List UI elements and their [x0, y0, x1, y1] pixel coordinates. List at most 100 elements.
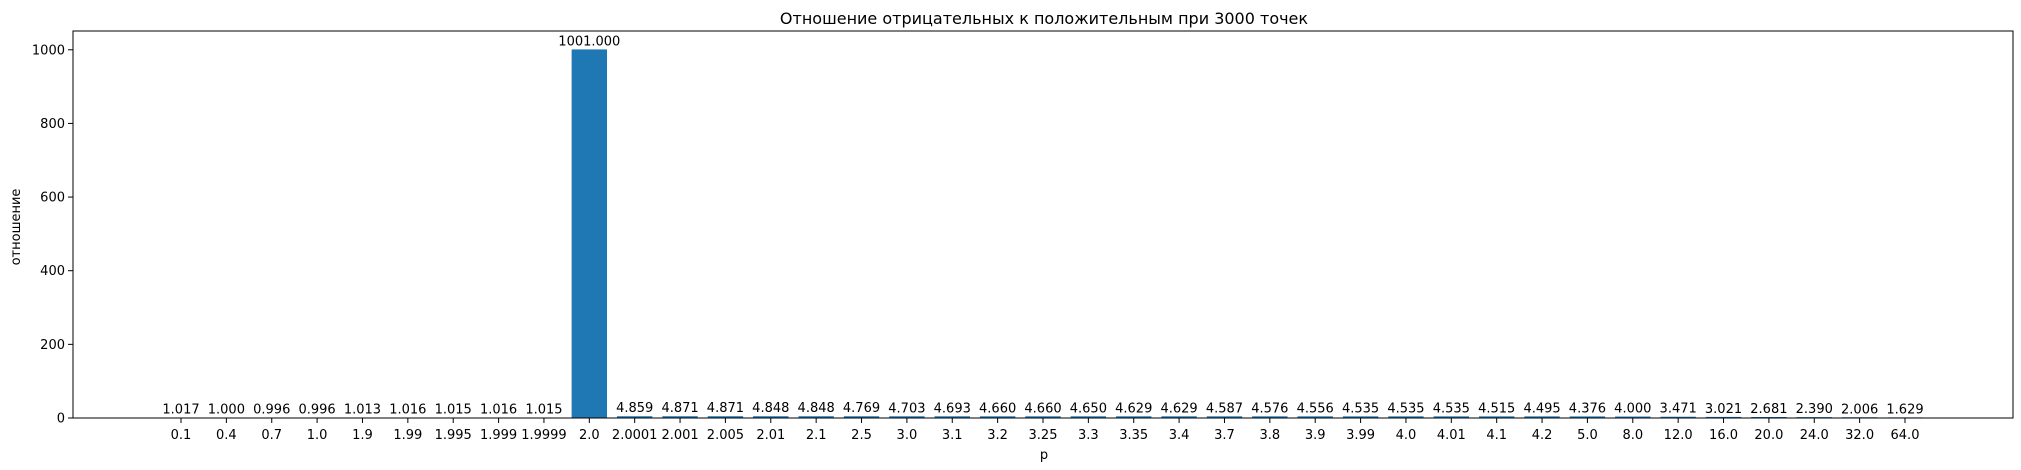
data-label: 2.006: [1841, 402, 1878, 417]
x-tick-label: 2.005: [707, 428, 744, 443]
data-label: 1.013: [344, 403, 381, 418]
y-tick-label: 800: [40, 117, 65, 132]
x-tick-label: 16.0: [1709, 428, 1738, 443]
x-tick-label: 0.7: [261, 428, 282, 443]
data-labels-group: 1.017 1.000 0.996 0.996 1.013 1.016 1.015 1.016…: [162, 34, 1923, 417]
bar-3.7: [1206, 416, 1243, 418]
x-tick-label: 0.4: [216, 428, 237, 443]
data-label: 3.471: [1660, 402, 1697, 417]
x-tick-label: 12.0: [1664, 428, 1693, 443]
data-label: 4.871: [707, 401, 744, 416]
data-label: 4.515: [1478, 401, 1515, 416]
bar-4.0: [1388, 416, 1424, 418]
x-tick-label: 64.0: [1891, 428, 1920, 443]
x-tick-label: 1.999: [480, 428, 517, 443]
data-label: 1.016: [389, 403, 426, 418]
data-label: 4.848: [798, 401, 835, 416]
x-tick-label: 2.5: [851, 428, 872, 443]
bar-4.01: [1433, 416, 1470, 418]
data-label: 2.681: [1750, 402, 1787, 417]
x-tick-label: 3.1: [942, 428, 963, 443]
data-label: 4.576: [1251, 401, 1288, 416]
x-tick-label: 24.0: [1800, 428, 1829, 443]
bar-4.2: [1524, 416, 1560, 418]
x-axis-label: p: [1040, 448, 1048, 463]
data-label: 4.587: [1206, 401, 1243, 416]
bar-2.001: [662, 416, 698, 418]
x-axis-ticks: 0.1 0.4 0.7 1.0 1.9 1.99 1.995 1.999 1.9999 2.0 2.…: [171, 418, 1920, 443]
x-tick-label: 3.7: [1214, 428, 1235, 443]
data-label: 4.848: [752, 401, 789, 416]
bar-3.8: [1252, 416, 1288, 418]
data-label: 2.390: [1796, 402, 1833, 417]
x-tick-label: 4.1: [1486, 428, 1507, 443]
data-label: 0.996: [253, 403, 290, 418]
x-tick-label: 3.99: [1346, 428, 1375, 443]
data-label: 4.000: [1614, 402, 1651, 417]
bar-2.0001: [616, 416, 653, 418]
data-label: 0.996: [298, 403, 335, 418]
bar-2.5: [843, 416, 880, 418]
y-tick-label: 0: [57, 412, 65, 427]
x-tick-label: 32.0: [1845, 428, 1874, 443]
bar-2.005: [707, 416, 744, 418]
y-tick-label: 200: [40, 338, 65, 353]
bar-3.2: [979, 416, 1016, 418]
x-tick-label: 3.3: [1078, 428, 1099, 443]
data-label: 1001.000: [558, 34, 620, 49]
bar-3.3: [1070, 416, 1107, 418]
x-tick-label: 2.001: [661, 428, 698, 443]
x-tick-label: 1.99: [393, 428, 422, 443]
bar-3.4: [1161, 416, 1197, 418]
x-tick-label: 1.9999: [521, 428, 567, 443]
bar-3.1: [934, 416, 970, 418]
data-label: 1.000: [208, 403, 245, 418]
plot-frame: [72, 30, 2014, 419]
bar-5.0: [1569, 416, 1606, 418]
y-tick-label: 400: [40, 264, 65, 279]
data-label: 4.660: [979, 401, 1016, 416]
x-tick-label: 3.25: [1029, 428, 1058, 443]
bar-2.0: [571, 49, 608, 418]
x-tick-label: 1.9: [352, 428, 373, 443]
x-tick-label: 8.0: [1622, 428, 1643, 443]
x-tick-label: 5.0: [1577, 428, 1598, 443]
data-label: 4.556: [1297, 401, 1334, 416]
bar-3.25: [1025, 416, 1061, 418]
bar-4.1: [1478, 416, 1515, 418]
bar-3.99: [1342, 416, 1379, 418]
y-tick-label: 1000: [32, 43, 65, 58]
data-label: 4.535: [1433, 401, 1470, 416]
data-label: 1.629: [1886, 402, 1923, 417]
x-tick-label: 3.2: [987, 428, 1008, 443]
bar-3.0: [889, 416, 925, 418]
data-label: 4.660: [1024, 401, 1061, 416]
data-label: 4.703: [888, 401, 925, 416]
bar-3.35: [1116, 416, 1152, 418]
x-tick-label: 0.1: [171, 428, 192, 443]
x-tick-label: 3.8: [1259, 428, 1280, 443]
data-label: 4.495: [1523, 401, 1560, 416]
data-label: 4.629: [1115, 401, 1152, 416]
x-tick-label: 3.35: [1119, 428, 1148, 443]
data-label: 4.629: [1160, 401, 1197, 416]
bar-16.0: [1705, 416, 1742, 418]
bar-2.01: [753, 416, 789, 418]
data-label: 1.017: [162, 403, 199, 418]
y-axis-label: отношение: [9, 189, 24, 266]
bars-group: [163, 49, 1923, 419]
data-label: 1.016: [480, 403, 517, 418]
chart-title: Отношение отрицательных к положительным …: [780, 9, 1308, 28]
data-label: 4.769: [843, 401, 880, 416]
x-tick-label: 2.01: [756, 428, 785, 443]
y-tick-label: 600: [40, 191, 65, 206]
data-label: 1.015: [435, 403, 472, 418]
data-label: 4.376: [1569, 401, 1606, 416]
data-label: 4.859: [616, 401, 653, 416]
x-tick-label: 4.0: [1396, 428, 1417, 443]
data-label: 4.871: [661, 401, 698, 416]
x-tick-label: 4.01: [1437, 428, 1466, 443]
data-label: 4.693: [934, 401, 971, 416]
bar-8.0: [1615, 416, 1651, 418]
